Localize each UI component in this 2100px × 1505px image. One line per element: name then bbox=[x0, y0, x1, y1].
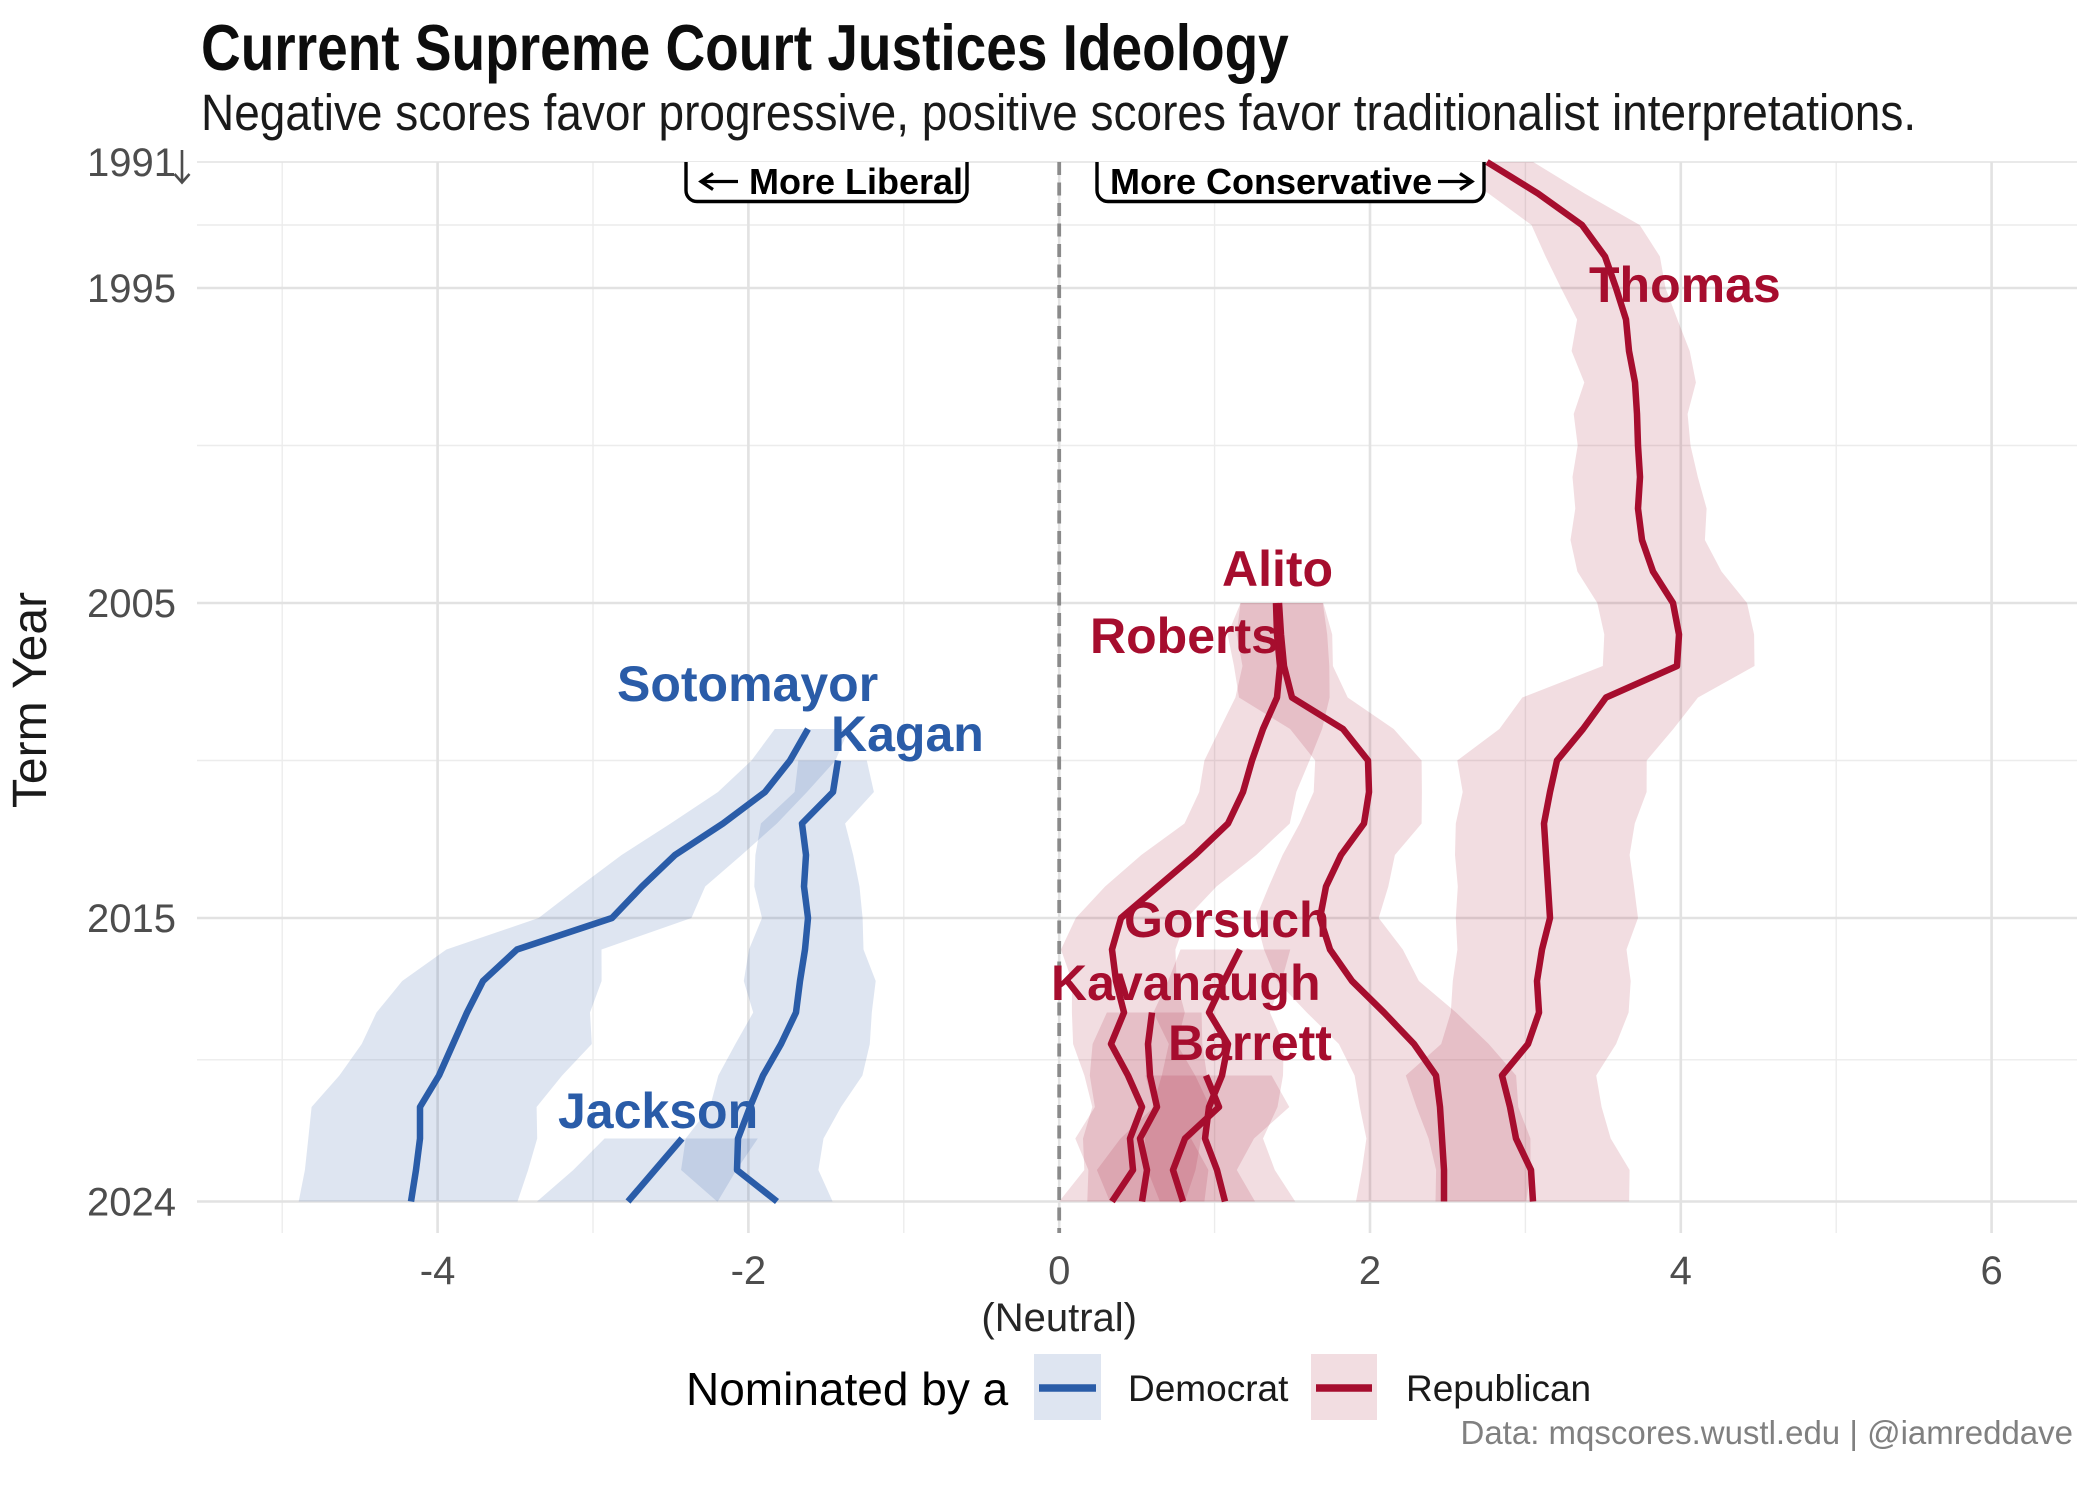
svg-text:Gorsuch: Gorsuch bbox=[1124, 892, 1330, 948]
svg-text:Data: mqscores.wustl.edu | @ia: Data: mqscores.wustl.edu | @iamreddave bbox=[1461, 1414, 2074, 1451]
svg-text:1995: 1995 bbox=[87, 267, 176, 311]
svg-text:4: 4 bbox=[1670, 1249, 1692, 1293]
svg-text:2024: 2024 bbox=[87, 1181, 176, 1225]
svg-text:0: 0 bbox=[1048, 1249, 1070, 1293]
svg-text:(Neutral): (Neutral) bbox=[981, 1296, 1137, 1340]
svg-text:Jackson: Jackson bbox=[558, 1083, 758, 1139]
svg-text:Alito: Alito bbox=[1222, 541, 1333, 597]
svg-text:Republican: Republican bbox=[1406, 1368, 1591, 1409]
svg-text:Barrett: Barrett bbox=[1168, 1015, 1332, 1071]
svg-text:Kagan: Kagan bbox=[831, 706, 984, 762]
svg-text:-4: -4 bbox=[420, 1249, 456, 1293]
svg-text:Nominated by a: Nominated by a bbox=[686, 1363, 1009, 1415]
svg-text:-2: -2 bbox=[731, 1249, 767, 1293]
svg-text:More Liberal: More Liberal bbox=[749, 161, 963, 202]
svg-text:Roberts: Roberts bbox=[1090, 608, 1279, 664]
svg-text:2: 2 bbox=[1359, 1249, 1381, 1293]
svg-text:6: 6 bbox=[1980, 1249, 2002, 1293]
svg-text:Kavanaugh: Kavanaugh bbox=[1051, 955, 1321, 1011]
svg-text:Democrat: Democrat bbox=[1128, 1368, 1289, 1409]
svg-text:Term Year: Term Year bbox=[4, 592, 57, 808]
svg-text:2015: 2015 bbox=[87, 897, 176, 941]
svg-text:More Conservative: More Conservative bbox=[1110, 161, 1432, 202]
svg-text:2005: 2005 bbox=[87, 582, 176, 626]
svg-text:1991: 1991 bbox=[87, 141, 176, 185]
svg-text:Sotomayor: Sotomayor bbox=[617, 656, 878, 712]
svg-text:Thomas: Thomas bbox=[1589, 257, 1781, 313]
svg-text:Current Supreme Court Justices: Current Supreme Court Justices Ideology bbox=[201, 12, 1289, 84]
svg-text:Negative scores favor progress: Negative scores favor progressive, posit… bbox=[201, 85, 1916, 142]
